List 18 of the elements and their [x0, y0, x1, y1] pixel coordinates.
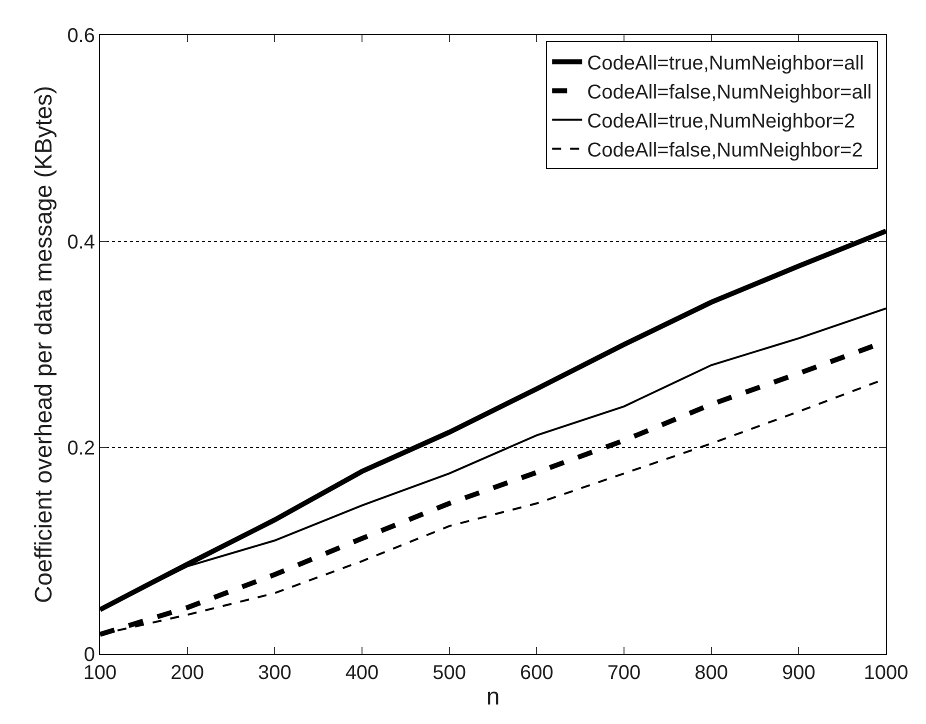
- x-tick-label: 400: [345, 662, 379, 684]
- x-tick-label: 600: [520, 662, 554, 684]
- legend-label: CodeAll=false,NumNeighbor=2: [587, 139, 863, 162]
- y-axis-title: Coefficient overhead per data message (KBytes): [30, 86, 58, 604]
- x-tick-label: 200: [170, 662, 204, 684]
- y-tick-label: 0.6: [67, 25, 95, 47]
- x-tick-label: 500: [432, 662, 466, 684]
- x-tick-label: 800: [694, 662, 728, 684]
- x-tick-label: 700: [607, 662, 641, 684]
- x-axis-title: n: [486, 683, 500, 710]
- x-tick-label: 900: [782, 662, 816, 684]
- legend-label: CodeAll=false,NumNeighbor=all: [587, 81, 872, 104]
- y-tick-label: 0.2: [67, 438, 95, 460]
- x-tick-label: 300: [258, 662, 292, 684]
- legend-label: CodeAll=true,NumNeighbor=2: [587, 110, 856, 132]
- legend-label: CodeAll=true,NumNeighbor=all: [587, 52, 864, 74]
- y-tick-label: 0.4: [67, 231, 95, 254]
- x-tick-label: 1000: [864, 662, 908, 684]
